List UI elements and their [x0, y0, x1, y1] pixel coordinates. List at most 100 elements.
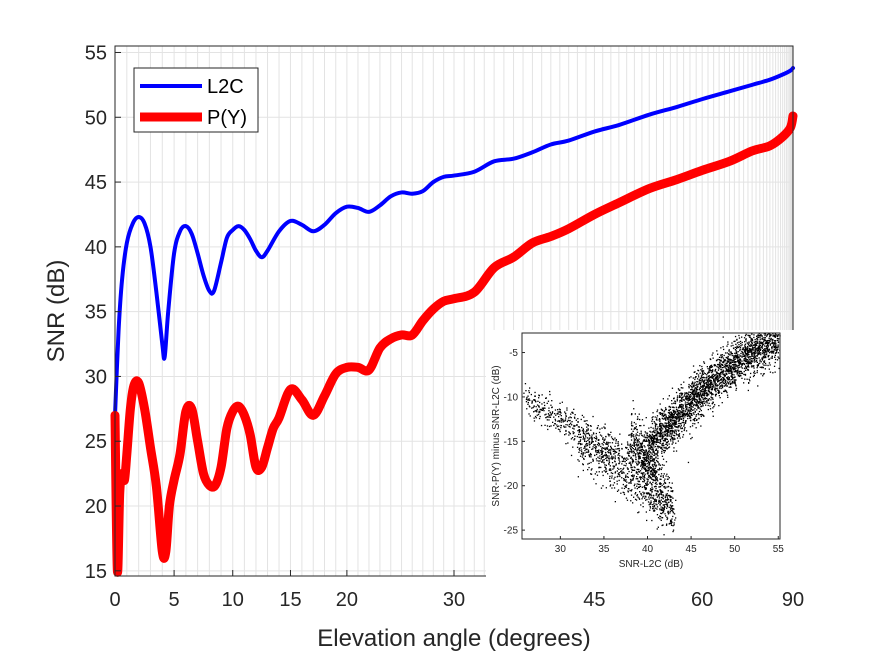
- scatter-point: [661, 484, 663, 487]
- scatter-point: [626, 473, 629, 475]
- scatter-point: [635, 461, 637, 463]
- scatter-point: [638, 444, 640, 446]
- scatter-point: [745, 353, 747, 355]
- scatter-point: [664, 422, 666, 424]
- scatter-point: [635, 471, 638, 473]
- scatter-point: [737, 369, 739, 371]
- scatter-point: [579, 430, 581, 432]
- scatter-point: [747, 361, 749, 363]
- scatter-point: [611, 462, 614, 464]
- scatter-point: [641, 486, 643, 488]
- scatter-point: [629, 461, 631, 463]
- scatter-point: [605, 452, 607, 454]
- scatter-point: [646, 434, 648, 436]
- scatter-point: [633, 466, 635, 468]
- scatter-point: [565, 433, 567, 435]
- scatter-point: [707, 398, 709, 401]
- scatter-point: [674, 420, 676, 422]
- scatter-point: [679, 404, 681, 406]
- scatter-point: [730, 353, 732, 355]
- scatter-point: [641, 498, 643, 500]
- scatter-point: [609, 480, 611, 482]
- scatter-point: [581, 430, 584, 432]
- scatter-point: [643, 459, 645, 461]
- scatter-point: [608, 457, 610, 459]
- scatter-point: [637, 463, 639, 466]
- scatter-point: [648, 435, 651, 438]
- scatter-point: [728, 377, 730, 379]
- scatter-point: [665, 417, 667, 419]
- scatter-point: [640, 476, 642, 478]
- inset-x-tick-label: 50: [729, 544, 741, 555]
- scatter-point: [727, 378, 729, 380]
- scatter-point: [632, 448, 634, 450]
- scatter-point: [699, 398, 702, 400]
- scatter-point: [662, 425, 665, 428]
- scatter-point: [649, 505, 651, 508]
- scatter-point: [699, 377, 702, 380]
- scatter-point: [701, 379, 703, 381]
- scatter-point: [734, 371, 736, 373]
- scatter-point: [679, 416, 681, 418]
- scatter-point: [718, 405, 720, 407]
- scatter-point: [696, 399, 698, 401]
- scatter-point: [642, 457, 644, 459]
- scatter-point: [694, 381, 696, 383]
- scatter-point: [600, 458, 602, 460]
- scatter-point: [695, 387, 697, 390]
- scatter-point: [596, 427, 599, 429]
- scatter-point: [641, 435, 644, 437]
- scatter-point: [533, 405, 535, 407]
- scatter-point: [637, 473, 639, 475]
- scatter-point: [689, 396, 692, 398]
- scatter-point: [740, 366, 742, 368]
- scatter-point: [602, 456, 604, 458]
- scatter-point: [621, 487, 623, 489]
- scatter-point: [602, 444, 604, 446]
- scatter-point: [629, 444, 631, 446]
- scatter-point: [667, 447, 670, 449]
- scatter-point: [680, 405, 682, 407]
- scatter-point: [610, 457, 612, 459]
- scatter-point: [733, 360, 735, 362]
- scatter-point: [701, 370, 703, 373]
- scatter-point: [740, 352, 742, 355]
- scatter-point: [752, 375, 755, 378]
- scatter-point: [689, 416, 691, 418]
- scatter-point: [746, 353, 748, 355]
- scatter-point: [691, 414, 693, 417]
- scatter-point: [679, 399, 681, 402]
- scatter-point: [681, 430, 683, 433]
- scatter-point: [669, 425, 671, 428]
- scatter-point: [647, 483, 649, 485]
- scatter-point: [667, 418, 669, 420]
- scatter-point: [764, 339, 766, 341]
- scatter-point: [660, 483, 662, 485]
- scatter-point: [746, 359, 748, 361]
- scatter-point: [731, 369, 733, 371]
- scatter-point: [623, 458, 625, 460]
- scatter-point: [649, 444, 652, 446]
- scatter-point: [609, 449, 611, 451]
- scatter-point: [658, 486, 660, 488]
- scatter-point: [671, 507, 673, 509]
- scatter-point: [720, 347, 722, 349]
- scatter-point: [773, 335, 775, 338]
- scatter-point: [708, 379, 710, 381]
- scatter-point: [605, 448, 607, 451]
- scatter-point: [756, 361, 758, 363]
- main-x-tick-label: 90: [782, 589, 804, 611]
- scatter-point: [689, 404, 691, 406]
- scatter-point: [531, 401, 533, 403]
- scatter-point: [774, 335, 777, 338]
- scatter-point: [671, 521, 673, 524]
- scatter-point: [635, 438, 638, 440]
- scatter-point: [698, 407, 700, 409]
- scatter-point: [569, 423, 571, 426]
- scatter-point: [767, 356, 769, 358]
- scatter-point: [674, 412, 677, 414]
- scatter-point: [775, 342, 777, 344]
- scatter-point: [733, 371, 735, 373]
- scatter-point: [647, 445, 649, 447]
- scatter-point: [628, 454, 630, 457]
